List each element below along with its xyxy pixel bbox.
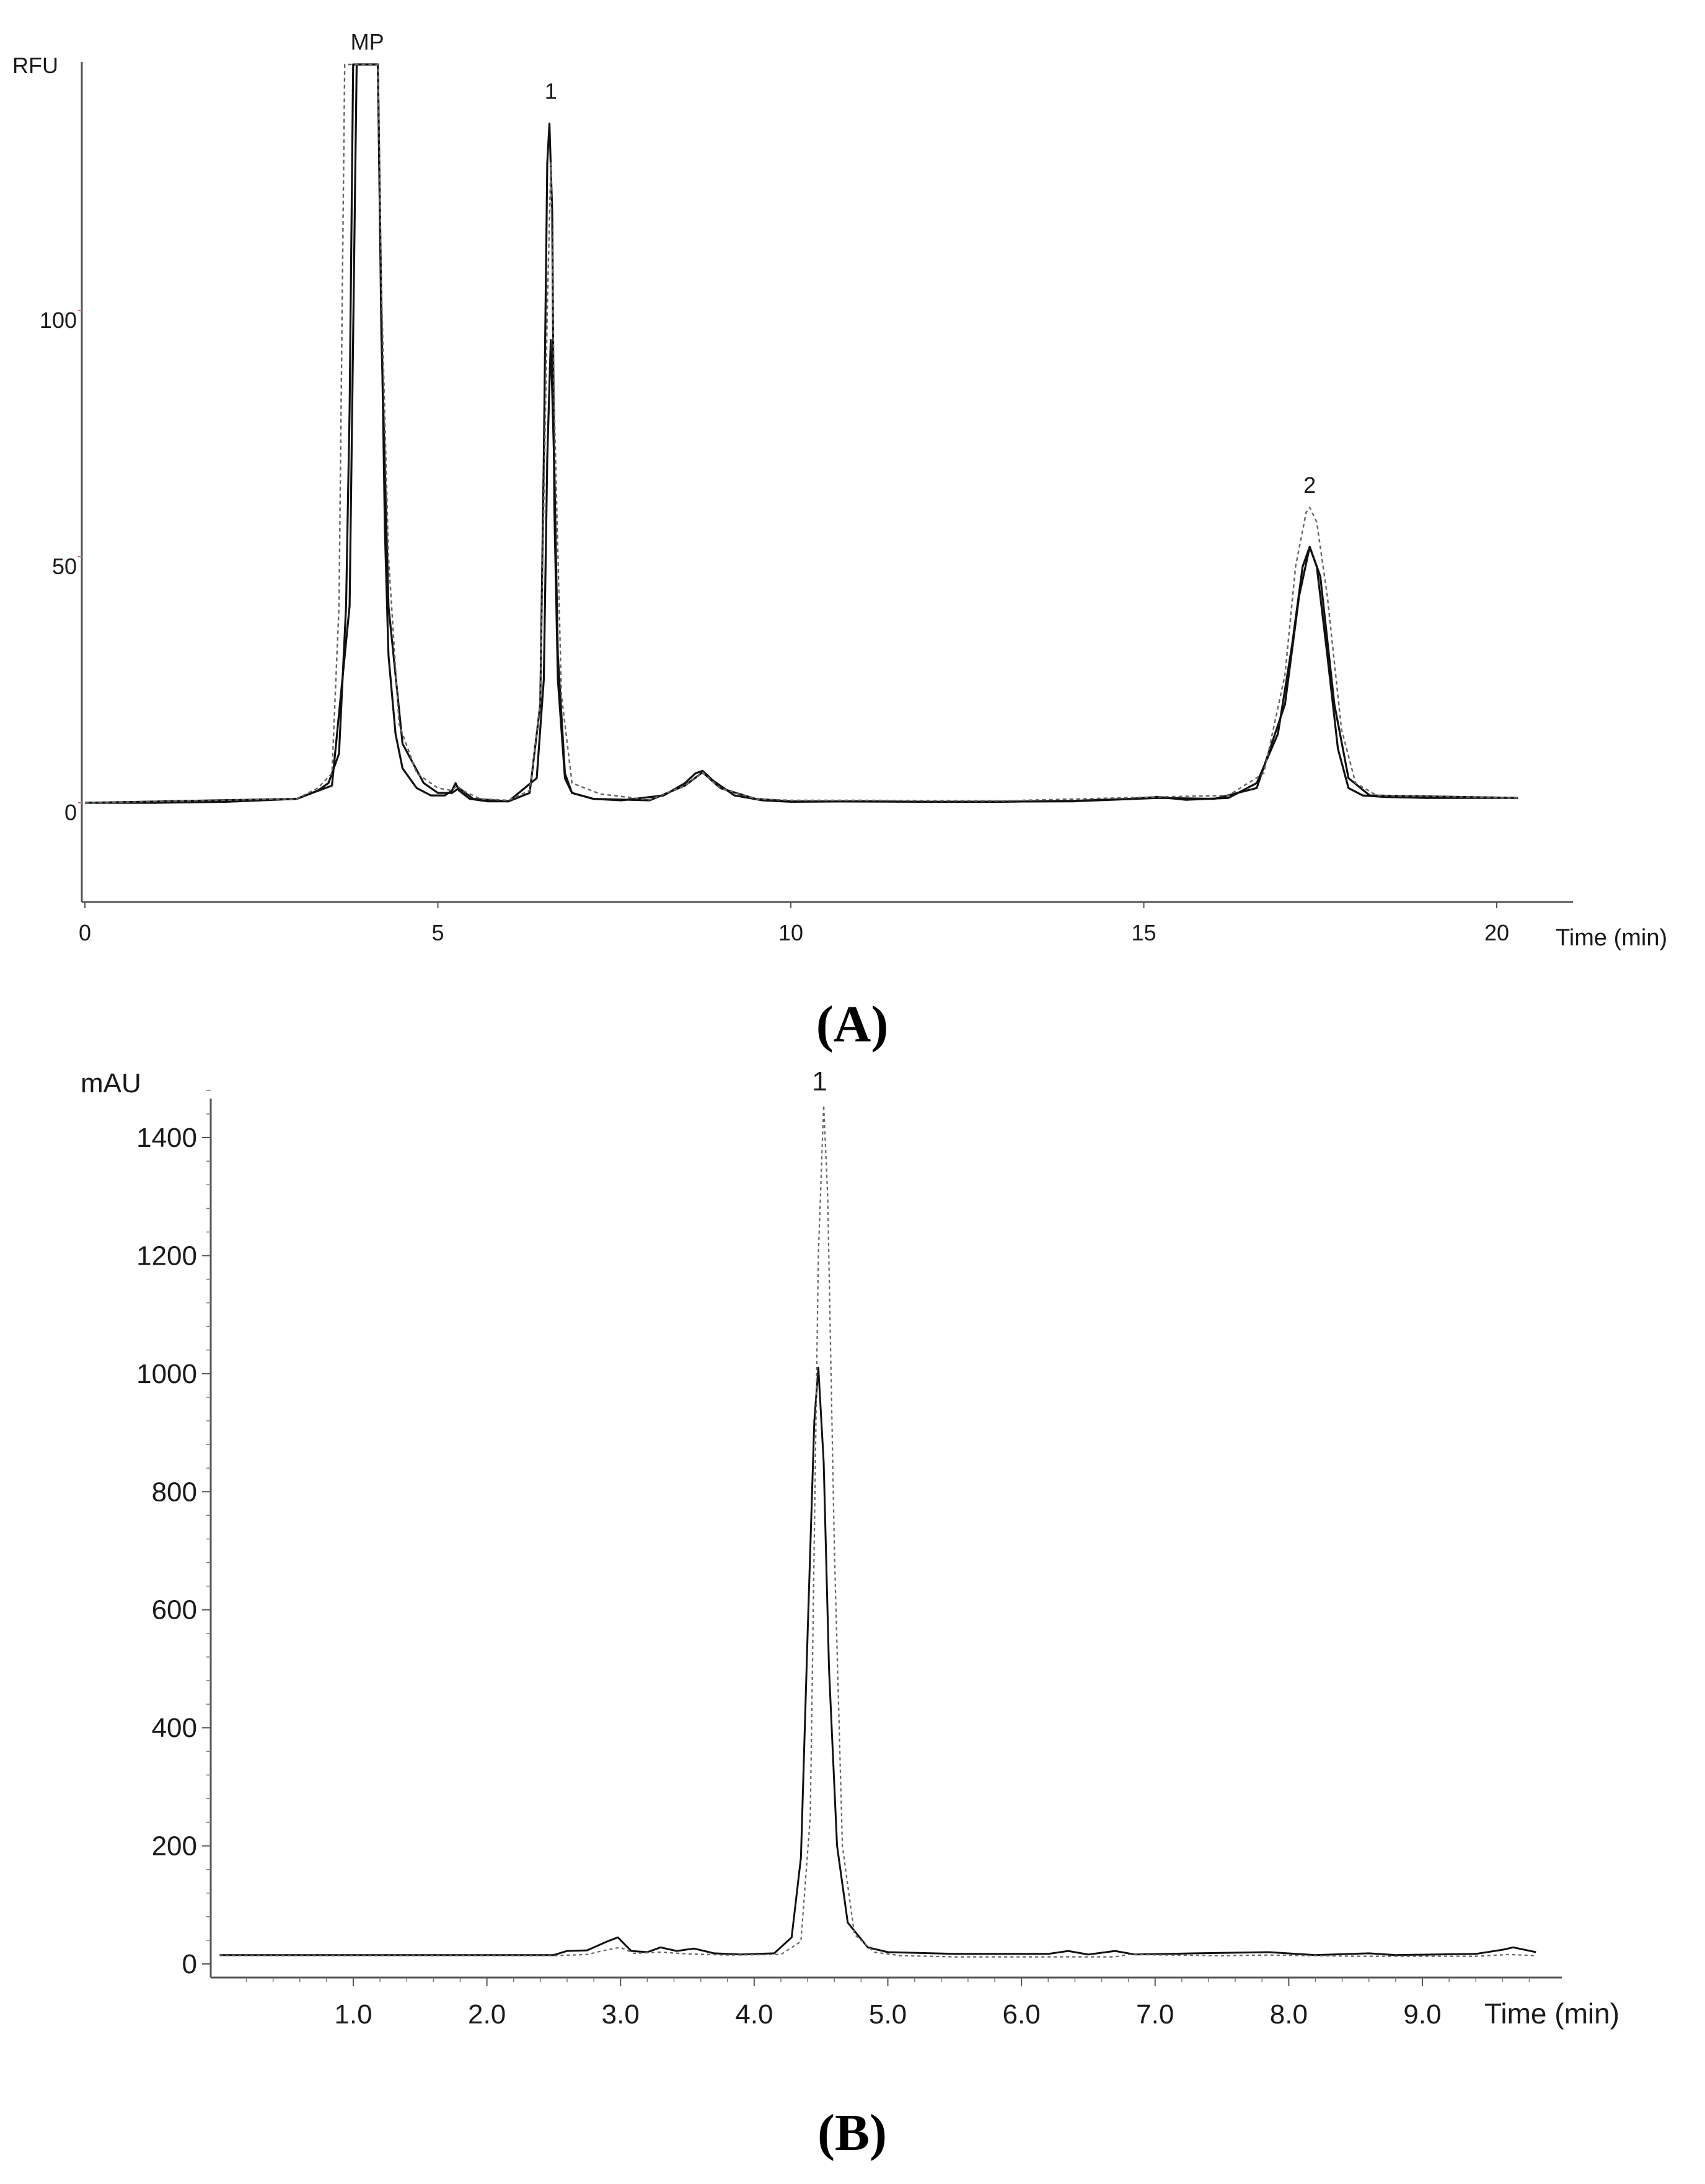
panel-a-x-tick-label: 0 [79,920,91,945]
panel-a-x-tick-label: 5 [431,920,444,945]
panel-a-chart: RFU Time (min) 0 5 10 15 20 0 50 100 MP 1 2 [12,29,1667,951]
panel-a-caption: (A) [816,996,889,1053]
panel-a-x-tick-label: 15 [1131,920,1156,945]
panel-b-y-tick-label: 1000 [136,1359,197,1389]
panel-b-caption: (B) [817,2104,887,2162]
panel-b-series-dashed-1 [219,1104,1536,1958]
panel-b-x-tick-label: 9.0 [1403,1999,1441,2030]
panel-b-x-axis-label: Time (min) [1484,1997,1619,2030]
panel-b-y-tick-label: 800 [152,1477,197,1507]
panel-a-peak-label: MP [351,29,384,55]
panel-b-peak-label: 1 [812,1066,827,1097]
panel-b-y-tick-label: 200 [152,1831,197,1862]
panel-b-x-tick-label: 6.0 [1003,1999,1041,2030]
panel-a-peak-label: 1 [545,79,557,104]
panel-b-x-tick-label: 7.0 [1136,1999,1174,2030]
panel-b-x-tick-label: 5.0 [869,1999,907,2030]
panel-a-x-axis-label: Time (min) [1556,925,1667,951]
panel-b-y-tick-label: 1200 [136,1240,197,1271]
panel-a-y-tick-label: 50 [52,554,77,579]
panel-b-series-solid-0 [219,1366,1536,1956]
panel-a-x-tick-label: 20 [1484,920,1509,945]
panel-a-series-dashed-2 [84,63,1518,804]
panel-a-x-tick-label: 10 [778,920,803,945]
panel-a-y-axis-label: RFU [12,53,58,78]
panel-b-chart: mAU Time (min) 1.0 2.0 3.0 4.0 5.0 6.0 7.0 8.0 9… [81,1066,1619,2030]
panel-a-y-tick-label: 100 [40,307,77,333]
panel-b-x-tick-label: 4.0 [735,1999,773,2030]
panel-a-peak-label: 2 [1303,472,1316,498]
panel-a-series-solid-1 [84,63,1518,804]
panel-b-y-tick-label: 600 [152,1595,197,1625]
panel-b-x-tick-label: 3.0 [602,1999,640,2030]
panel-a-y-tick-label: 0 [64,800,77,825]
panel-a-series-solid-0 [85,63,1518,804]
panel-b-x-tick-label: 2.0 [468,1999,506,2030]
panel-b-x-tick-label: 8.0 [1270,1999,1308,2030]
panel-b-y-tick-label: 1400 [136,1123,197,1153]
panel-b-x-tick-label: 1.0 [334,1999,372,2030]
panel-b-y-tick-label: 0 [182,1949,197,1979]
panel-b-y-axis-label: mAU [81,1068,141,1099]
panel-b-y-tick-label: 400 [152,1713,197,1743]
